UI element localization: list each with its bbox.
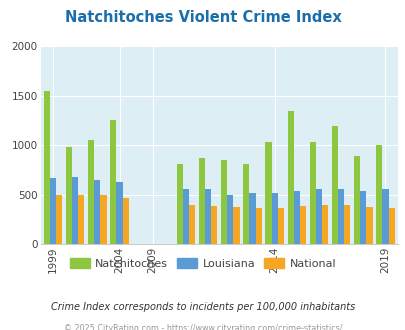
- Bar: [122, 198, 128, 244]
- Bar: [249, 193, 255, 244]
- Bar: [94, 180, 100, 244]
- Bar: [233, 207, 239, 244]
- Bar: [375, 145, 382, 244]
- Bar: [116, 182, 122, 244]
- Bar: [176, 164, 182, 244]
- Bar: [189, 205, 195, 244]
- Bar: [337, 189, 343, 244]
- Bar: [182, 189, 189, 244]
- Bar: [220, 160, 227, 244]
- Bar: [388, 208, 394, 244]
- Bar: [315, 189, 321, 244]
- Bar: [255, 208, 261, 244]
- Bar: [78, 195, 84, 244]
- Bar: [110, 120, 116, 244]
- Text: Crime Index corresponds to incidents per 100,000 inhabitants: Crime Index corresponds to incidents per…: [51, 302, 354, 312]
- Bar: [309, 142, 315, 244]
- Bar: [365, 207, 372, 244]
- Bar: [293, 191, 299, 244]
- Bar: [277, 208, 283, 244]
- Legend: Natchitoches, Louisiana, National: Natchitoches, Louisiana, National: [65, 254, 340, 273]
- Bar: [287, 111, 293, 244]
- Bar: [271, 193, 277, 244]
- Bar: [353, 156, 359, 244]
- Bar: [227, 195, 233, 244]
- Bar: [299, 206, 305, 244]
- Bar: [321, 205, 328, 244]
- Bar: [243, 164, 249, 244]
- Bar: [66, 147, 72, 244]
- Bar: [205, 189, 211, 244]
- Bar: [343, 205, 350, 244]
- Text: © 2025 CityRating.com - https://www.cityrating.com/crime-statistics/: © 2025 CityRating.com - https://www.city…: [64, 324, 341, 330]
- Bar: [72, 177, 78, 244]
- Bar: [331, 126, 337, 244]
- Bar: [50, 178, 56, 244]
- Bar: [56, 195, 62, 244]
- Bar: [198, 158, 205, 244]
- Bar: [211, 206, 217, 244]
- Bar: [100, 195, 107, 244]
- Bar: [88, 140, 94, 244]
- Bar: [265, 142, 271, 244]
- Bar: [382, 189, 388, 244]
- Bar: [359, 191, 365, 244]
- Text: Natchitoches Violent Crime Index: Natchitoches Violent Crime Index: [64, 10, 341, 25]
- Bar: [44, 91, 50, 244]
